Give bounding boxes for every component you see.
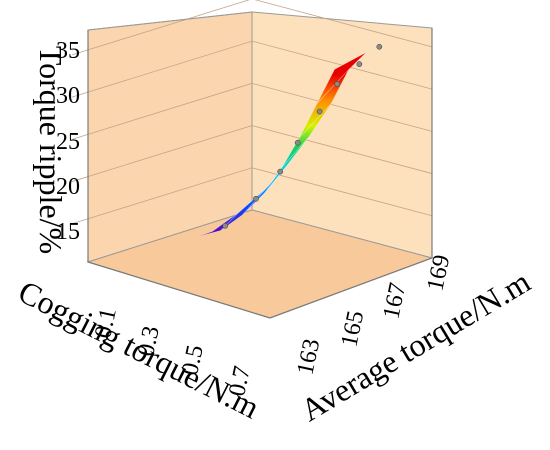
z-tick-15: 15 [56, 219, 80, 245]
z-tick-25: 25 [56, 129, 80, 155]
sample-point-7 [376, 43, 383, 50]
z-axis-label: Torque ripple/% [33, 46, 69, 254]
x-tick-labels: 0.1 0.3 0.5 0.7 [90, 306, 256, 399]
sample-point-2 [277, 168, 284, 175]
y-tick-165: 165 [336, 309, 369, 350]
sample-point-0 [222, 222, 229, 229]
sample-point-6 [356, 61, 363, 68]
scatter-points [222, 43, 383, 229]
grid-lines [71, 0, 433, 225]
x-tick-0-5: 0.5 [177, 343, 209, 378]
grid-line-z-3 [71, 40, 433, 98]
grid-line-z-4 [71, 0, 433, 56]
z-tick-labels: 15 20 25 30 35 [56, 38, 80, 245]
z-tick-20: 20 [56, 174, 80, 200]
top-front-edge [87, 11, 253, 31]
front-edges [87, 28, 433, 319]
grid-line-z-1 [71, 125, 433, 182]
y-tick-163: 163 [292, 337, 325, 378]
sample-point-3 [294, 139, 301, 146]
z-tick-35: 35 [56, 38, 80, 64]
z-tick-30: 30 [56, 83, 80, 109]
surface-patch-6 [316, 52, 367, 104]
x-tick-0-3: 0.3 [133, 324, 165, 359]
x-tick-0-1: 0.1 [90, 306, 122, 341]
sample-point-4 [316, 108, 323, 115]
grid-line-z-0 [71, 167, 433, 225]
sample-point-1 [253, 195, 259, 202]
y-tick-167: 167 [378, 281, 411, 322]
sample-point-5 [334, 81, 341, 87]
x-tick-0-7: 0.7 [224, 364, 256, 399]
grid-line-z-2 [71, 82, 433, 140]
